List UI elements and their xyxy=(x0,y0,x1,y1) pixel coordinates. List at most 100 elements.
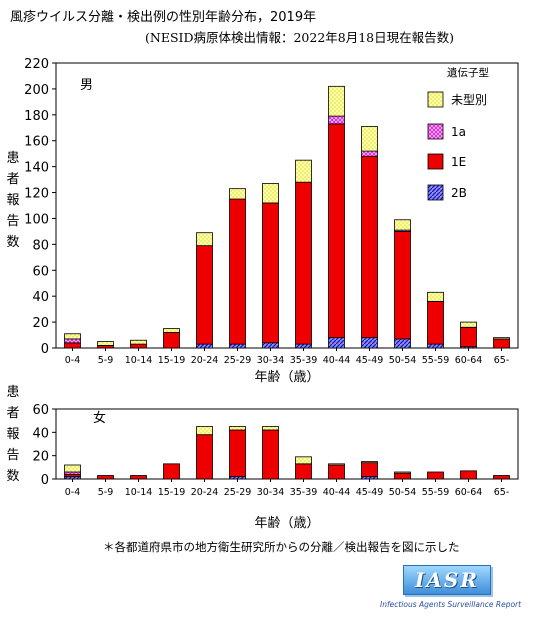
bar-segment-1E-30-34 xyxy=(262,429,279,480)
x-tick-label: 25-29 xyxy=(224,355,252,366)
legend-swatch-1a xyxy=(427,123,444,140)
x-tick-label: 40-44 xyxy=(323,355,351,366)
y-tick-label: 200 xyxy=(24,83,49,98)
bar-segment-未型別-5-9 xyxy=(97,341,114,346)
x-tick-label: 45-49 xyxy=(356,487,384,498)
x-tick-label: 35-39 xyxy=(290,487,318,498)
chart-title: 風疹ウイルス分離・検出例の性別年齢分布，2019年 xyxy=(10,10,317,25)
x-tick-label: 65- xyxy=(494,355,510,366)
legend-swatch-未型別 xyxy=(427,91,444,108)
bar-segment-2B-20-24 xyxy=(196,343,213,349)
bar-segment-1a-40-44 xyxy=(328,115,345,125)
y-tick-label: 100 xyxy=(24,212,49,227)
x-tick-label: 40-44 xyxy=(323,487,351,498)
x-tick-label: 20-24 xyxy=(191,355,219,366)
legend-label-1E: 1E xyxy=(451,155,466,169)
x-tick-label: 55-59 xyxy=(422,487,450,498)
bar-segment-1E-65- xyxy=(493,338,510,349)
legend-title: 遺伝子型 xyxy=(447,66,489,79)
x-tick-label: 15-19 xyxy=(158,355,186,366)
legend-label-2B: 2B xyxy=(451,186,467,200)
bar-segment-1E-10-14 xyxy=(130,475,147,480)
bar-segment-未型別-35-39 xyxy=(295,159,312,183)
x-tick-label: 35-39 xyxy=(290,355,318,366)
male-chart: 0 20 40 60 80 100 120 140 160 180 200 220 0-4 5-9 10-1… xyxy=(6,57,519,385)
iasr-logo: IASR xyxy=(403,565,491,595)
x-axis-label: 年齢（歳） xyxy=(254,516,319,531)
bar-segment-未型別-10-14 xyxy=(130,339,147,345)
x-tick-label: 5-9 xyxy=(98,355,114,366)
y-tick-label: 20 xyxy=(32,450,49,465)
bar-segment-1E-15-19 xyxy=(163,332,180,349)
bar-segment-2B-30-34 xyxy=(262,342,279,349)
bar-segment-1E-55-59 xyxy=(427,300,444,345)
iasr-logo-text: IASR xyxy=(415,568,479,592)
female-chart: 0 20 40 60 0-4 5-9 10-14 15-19 20-24 25-29 30-34 35… xyxy=(6,385,519,531)
bar-segment-未型別-20-24 xyxy=(196,232,213,247)
bar-segment-未型別-0-4 xyxy=(64,464,81,473)
bar-segment-未型別-15-19 xyxy=(163,328,180,333)
bar-segment-1E-20-24 xyxy=(196,434,213,480)
x-axis-label: 年齢（歳） xyxy=(254,370,319,385)
y-tick-label: 60 xyxy=(32,264,49,279)
x-tick-label: 60-64 xyxy=(455,355,483,366)
bar-segment-未型別-40-44 xyxy=(328,463,345,466)
chart-subtitle: (NESID病原体検出情報：2022年8月18日現在報告数) xyxy=(145,30,455,45)
x-tick-label: 30-34 xyxy=(257,355,285,366)
bar-segment-未型別-50-54 xyxy=(394,219,411,231)
bar-segment-未型別-25-29 xyxy=(229,188,246,200)
bar-segment-1E-45-49 xyxy=(361,462,378,478)
bar-segment-1E-55-59 xyxy=(427,471,444,480)
x-tick-label: 30-34 xyxy=(257,487,285,498)
bar-segment-1E-60-64 xyxy=(460,326,477,348)
x-tick-label: 5-9 xyxy=(98,487,114,498)
y-tick-label: 0 xyxy=(41,473,49,488)
y-tick-label: 140 xyxy=(24,161,49,176)
x-tick-label: 25-29 xyxy=(224,487,252,498)
y-tick-label: 0 xyxy=(41,342,49,357)
bar-segment-1E-65- xyxy=(493,475,510,480)
iasr-logo-subtext: Infectious Agents Surveillance Report xyxy=(380,600,522,609)
x-tick-label: 65- xyxy=(494,487,510,498)
y-tick-label: 120 xyxy=(24,187,49,202)
legend-swatch-1E xyxy=(427,153,444,170)
bar-segment-1a-0-4 xyxy=(64,338,81,344)
bar-segment-未型別-30-34 xyxy=(262,183,279,204)
bar-segment-1E-5-9 xyxy=(97,475,114,480)
bar-segment-2B-35-39 xyxy=(295,343,312,349)
bar-segment-未型別-45-49 xyxy=(361,126,378,152)
plot-frame xyxy=(55,62,519,349)
x-tick-label: 55-59 xyxy=(422,355,450,366)
bar-segment-未型別-55-59 xyxy=(427,291,444,302)
bar-segment-未型別-0-4 xyxy=(64,333,81,340)
x-tick-label: 15-19 xyxy=(158,487,186,498)
y-tick-label: 80 xyxy=(32,238,49,253)
bar-segment-未型別-65- xyxy=(493,337,510,340)
y-tick-label: 220 xyxy=(24,57,49,72)
panel-label: 男 xyxy=(80,78,93,93)
bar-segment-未型別-35-39 xyxy=(295,456,312,465)
x-tick-label: 20-24 xyxy=(191,487,219,498)
bar-segment-1E-0-4 xyxy=(64,342,81,349)
bar-segment-未型別-20-24 xyxy=(196,426,213,436)
bar-segment-2B-40-44 xyxy=(328,337,345,349)
y-tick-label: 40 xyxy=(32,290,49,305)
bar-segment-2B-50-54 xyxy=(394,338,411,349)
x-tick-label: 10-14 xyxy=(125,355,153,366)
bar-segment-未型別-50-54 xyxy=(394,471,411,474)
bar-segment-1E-40-44 xyxy=(328,464,345,480)
y-axis-label: 患者報告数 xyxy=(6,151,19,250)
legend-swatch-2B xyxy=(427,184,444,201)
bar-segment-1E-25-29 xyxy=(229,429,246,478)
bar-segment-1E-45-49 xyxy=(361,155,378,339)
y-axis-label: 患者報告数 xyxy=(6,385,19,484)
bar-segment-未型別-60-64 xyxy=(460,321,477,328)
y-tick-label: 180 xyxy=(24,109,49,124)
x-tick-label: 50-54 xyxy=(389,487,417,498)
bar-segment-1E-60-64 xyxy=(460,470,477,480)
y-tick-label: 160 xyxy=(24,135,49,150)
bar-segment-未型別-40-44 xyxy=(328,85,345,117)
x-tick-label: 0-4 xyxy=(65,487,81,498)
